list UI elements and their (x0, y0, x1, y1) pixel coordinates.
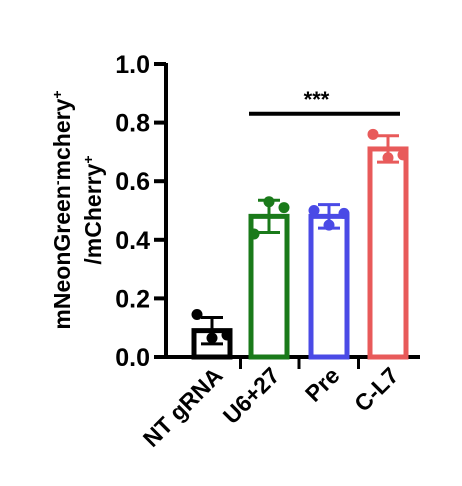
y-tick-label: 1.0 (115, 51, 150, 79)
y-tick-label: 0.8 (115, 110, 150, 138)
y-axis-label-main: mNeonGreen (49, 185, 75, 329)
y-axis-label-mid: mchery (49, 98, 75, 180)
x-tick-label: U6+27 (218, 362, 285, 429)
data-point (263, 196, 275, 208)
y-tick-label: 0.0 (115, 344, 150, 372)
y-axis-label-line2-main: /mCherry (80, 163, 106, 264)
data-point (367, 128, 379, 140)
x-tick-label: C-L7 (349, 362, 404, 417)
significance-label: *** (304, 87, 330, 112)
y-axis-label-sup-2: + (49, 90, 65, 98)
y-tick-label: 0.6 (115, 168, 150, 196)
data-point (206, 332, 218, 344)
y-tick-label: 0.2 (115, 285, 150, 313)
y-axis-label: mNeonGreen-mchery+ (49, 90, 75, 329)
data-point (308, 205, 320, 216)
data-point (191, 309, 203, 321)
data-point (248, 228, 260, 240)
data-point (221, 329, 233, 341)
data-point (338, 207, 350, 219)
x-tick-label: NT gRNA (138, 362, 228, 452)
y-tick-label: 0.4 (115, 227, 150, 255)
bar (367, 146, 409, 360)
data-point (278, 202, 290, 214)
bar (308, 213, 350, 360)
y-axis-label-line2: /mCherry+ (80, 155, 106, 264)
data-point (323, 219, 335, 231)
x-tick-label: Pre (300, 362, 345, 407)
data-point (397, 149, 409, 161)
data-point (382, 152, 394, 164)
y-axis-label-line2-sup: + (80, 155, 96, 163)
y-axis-label-sup-1: - (49, 180, 65, 185)
